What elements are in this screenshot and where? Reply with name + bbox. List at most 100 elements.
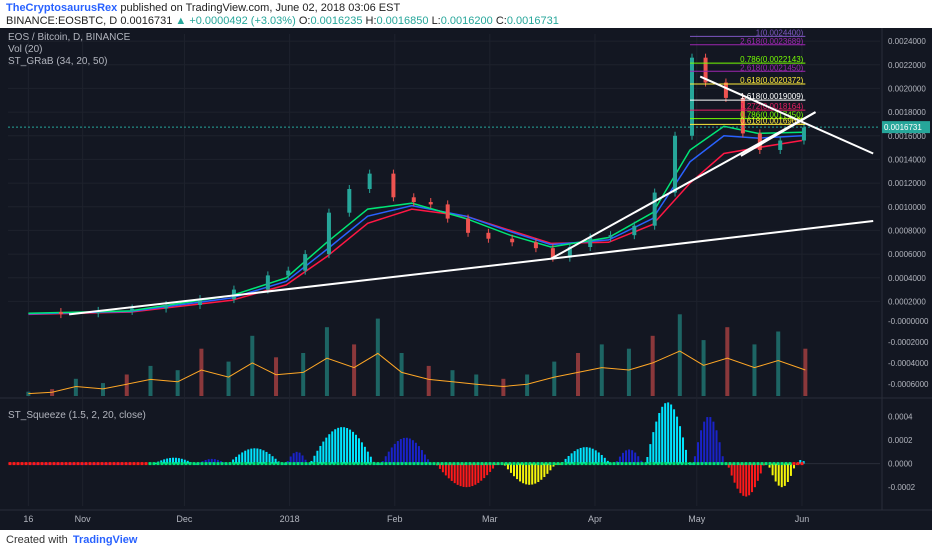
squeeze-bar (777, 463, 780, 486)
squeeze-bar (256, 448, 259, 464)
price-tick: 0.0020000 (888, 84, 926, 93)
squeeze-bar (679, 426, 682, 464)
squeeze-dot (60, 462, 64, 466)
squeeze-dot (368, 462, 372, 466)
squeeze-dot (768, 462, 772, 466)
candle-body (198, 299, 203, 305)
squeeze-dot (708, 462, 712, 466)
candle-body (411, 197, 416, 203)
squeeze-dot (48, 462, 52, 466)
time-tick: Jun (795, 514, 810, 524)
squeeze-bar (759, 463, 762, 474)
squeeze-dot (292, 462, 296, 466)
squeeze-bar (369, 456, 372, 464)
candle-body (689, 57, 694, 136)
squeeze-dot (176, 462, 180, 466)
squeeze-bar (268, 453, 271, 464)
squeeze-bar (802, 461, 805, 464)
squeeze-bar (783, 463, 786, 486)
price-change: ▲ +0.0000492 (+3.03%) (175, 15, 296, 27)
price-tick: 0.0016000 (888, 132, 926, 141)
squeeze-dot (372, 462, 376, 466)
volume-tick: -0.0002000 (888, 338, 929, 347)
squeeze-bar (274, 458, 277, 464)
candle-body (533, 242, 538, 249)
time-axis: 16 Nov Dec 2018 Feb Mar Apr May Jun (23, 514, 809, 524)
volume-bar (250, 335, 255, 396)
squeeze-dot (680, 462, 684, 466)
squeeze-bar (506, 463, 509, 470)
squeeze-dot (788, 462, 792, 466)
price-tick: 0.0004000 (888, 274, 926, 283)
squeeze-dot (204, 462, 208, 466)
candle-body (673, 135, 678, 193)
squeeze-dot (16, 462, 20, 466)
squeeze-bar (658, 413, 661, 464)
volume-bar (677, 314, 682, 396)
squeeze-bar (742, 463, 745, 496)
squeeze-bar (106, 463, 109, 465)
fib-label: 2.618(0.0023689) (740, 37, 804, 46)
chart-canvas[interactable]: 1(0.0024400)2.618(0.0023689) 0.786(0.0022… (0, 28, 932, 530)
squeeze-bar (549, 463, 552, 471)
squeeze-bar (528, 463, 531, 485)
tradingview-logo-text[interactable]: TradingView (72, 534, 138, 546)
squeeze-dot (508, 462, 512, 466)
candle-body (326, 212, 331, 255)
fib-label: 1(0.0024400) (756, 28, 804, 37)
squeeze-dot (620, 462, 624, 466)
squeeze-bar (118, 463, 121, 465)
squeeze-bar (289, 456, 292, 464)
squeeze-dot (252, 462, 256, 466)
squeeze-dot (172, 462, 176, 466)
squeeze-dot (612, 462, 616, 466)
squeeze-dot (248, 462, 252, 466)
squeeze-dot (684, 462, 688, 466)
squeeze-dot (516, 462, 520, 466)
squeeze-bar (634, 452, 637, 464)
squeeze-bar (693, 456, 696, 464)
candle-body (778, 140, 783, 150)
squeeze-bar (357, 438, 360, 464)
volume-bar (301, 353, 306, 396)
squeeze-bar (304, 459, 307, 464)
squeeze-bar (700, 430, 703, 464)
squeeze-bar (655, 421, 658, 464)
squeeze-dot (232, 462, 236, 466)
squeeze-bar (600, 454, 603, 464)
squeeze-dot (228, 462, 232, 466)
squeeze-bar (712, 421, 715, 464)
main-legend: EOS / Bitcoin, D, BINANCE Vol (20) ST_GR… (8, 32, 130, 68)
squeeze-bar (534, 463, 537, 484)
chart-area[interactable]: 1(0.0024400) 2.618(0.0023689) 0.786(0.0022… (0, 28, 932, 530)
volume-bar (175, 370, 180, 396)
squeeze-tick: 0.0004 (888, 412, 913, 421)
squeeze-bar (438, 463, 441, 469)
volume-bar (73, 378, 78, 396)
squeeze-dot (472, 462, 476, 466)
price-tick: 0.0006000 (888, 250, 926, 259)
squeeze-dot (136, 462, 140, 466)
squeeze-dot (532, 462, 536, 466)
squeeze-bar (774, 463, 777, 482)
squeeze-tick: -0.0002 (888, 483, 916, 492)
squeeze-bar (295, 451, 298, 464)
squeeze-dot (576, 462, 580, 466)
candle-body (466, 218, 471, 233)
ohlc-line: BINANCE:EOSBTC, D 0.0016731 ▲ +0.0000492… (6, 15, 559, 27)
squeeze-bar (637, 456, 640, 464)
squeeze-dot (52, 462, 56, 466)
fib-label: 0.786(0.0022143) (740, 55, 804, 64)
squeeze-dot (676, 462, 680, 466)
fib-label: 2.618(0.0021450) (740, 63, 804, 72)
squeeze-dot (776, 462, 780, 466)
squeeze-bar (414, 442, 417, 464)
squeeze-bar (576, 449, 579, 464)
squeeze-bar (70, 463, 73, 465)
author-link[interactable]: TheCryptosaurusRex (6, 2, 118, 14)
squeeze-bar (509, 463, 512, 473)
squeeze-dot (624, 462, 628, 466)
squeeze-bar (474, 463, 477, 485)
squeeze-dot (120, 462, 124, 466)
symbol-label: BINANCE:EOSBTC, D (6, 15, 118, 27)
